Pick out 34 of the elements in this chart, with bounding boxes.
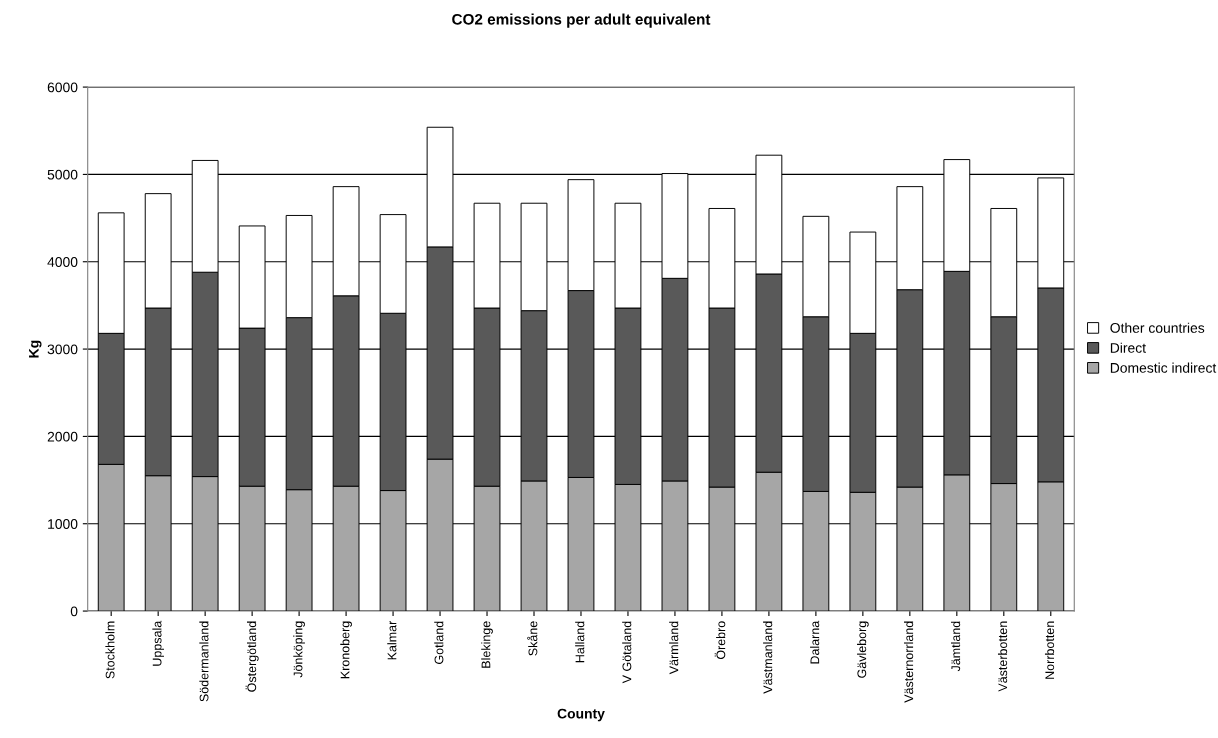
x-tick-label: Kalmar bbox=[387, 620, 397, 660]
x-tick-label: Västmanland bbox=[763, 621, 773, 694]
chart-title: CO2 emissions per adult equivalent bbox=[452, 13, 711, 28]
x-tick-label: Halland bbox=[575, 621, 585, 663]
x-tick-label: Stockholm bbox=[105, 621, 115, 679]
x-tick-label: Södermanland bbox=[199, 621, 209, 702]
x-axis-title: County bbox=[557, 708, 605, 722]
x-tick-label: Norrbotten bbox=[1044, 621, 1055, 679]
x-tick-label: V Götaland bbox=[622, 621, 632, 684]
legend-label: Direct bbox=[1110, 342, 1146, 353]
x-tick-label: Västerbotten bbox=[997, 621, 1008, 692]
y-tick-label: 2000 bbox=[47, 431, 78, 442]
y-tick-label: 6000 bbox=[47, 82, 78, 93]
x-tick-label: Skåne bbox=[527, 621, 538, 656]
x-tick-label: Blekinge bbox=[481, 621, 493, 668]
y-tick-label: 0 bbox=[70, 606, 78, 617]
y-axis-title: Kg bbox=[29, 340, 42, 358]
x-tick-label: Jämtland bbox=[951, 621, 961, 672]
y-tick-label: 4000 bbox=[47, 257, 78, 267]
x-tick-label: Uppsala bbox=[152, 620, 164, 666]
y-tick-label: 5000 bbox=[47, 169, 78, 180]
x-tick-label: Gävleborg bbox=[857, 621, 869, 678]
x-tick-label: Gotland bbox=[434, 621, 444, 664]
x-tick-label: Östergötland bbox=[245, 621, 259, 692]
x-tick-label: Örebro bbox=[714, 621, 726, 660]
legend-label: Other countries bbox=[1110, 322, 1205, 333]
x-tick-label: Värmland bbox=[669, 621, 679, 675]
legend-label: Domestic indirect bbox=[1110, 362, 1217, 373]
x-tick-label: Dalarna bbox=[810, 620, 820, 664]
y-tick-label: 3000 bbox=[47, 344, 78, 355]
x-tick-label: Västernorrland bbox=[904, 621, 914, 703]
x-tick-label: Jönköping bbox=[293, 621, 305, 678]
x-tick-label: Kronoberg bbox=[340, 621, 352, 679]
y-tick-label: 1000 bbox=[48, 519, 78, 529]
